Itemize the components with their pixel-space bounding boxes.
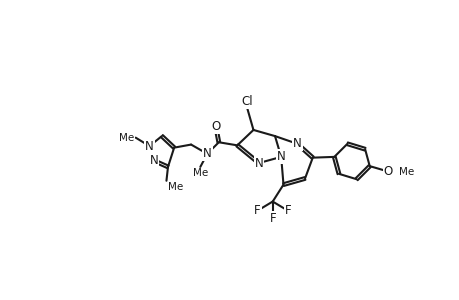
Text: F: F (269, 212, 275, 225)
Text: N: N (276, 150, 285, 164)
Text: O: O (211, 120, 220, 133)
Text: N: N (292, 137, 301, 150)
Text: Me: Me (168, 182, 183, 192)
Text: Me: Me (118, 133, 134, 142)
Text: N: N (150, 154, 158, 167)
Text: N: N (254, 157, 263, 169)
Text: Me: Me (192, 168, 207, 178)
Text: N: N (145, 140, 154, 153)
Text: Cl: Cl (241, 95, 252, 108)
Text: Me: Me (398, 167, 414, 176)
Text: N: N (202, 147, 211, 160)
Text: F: F (284, 204, 291, 217)
Text: F: F (253, 204, 260, 217)
Text: O: O (383, 165, 392, 178)
